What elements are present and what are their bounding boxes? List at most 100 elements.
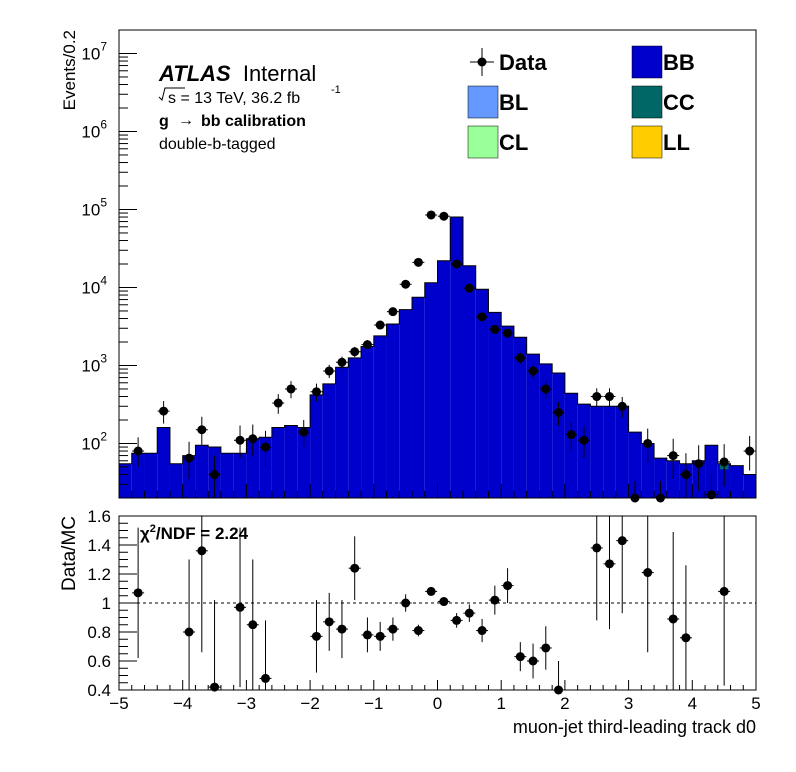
data-point [246,424,259,456]
data-point [641,428,654,464]
x-tick-label: 3 [624,694,633,713]
mc-bb-bar [539,363,553,498]
data-point [323,364,336,379]
mc-bb-bar [513,337,527,498]
data-points [132,210,756,503]
ratio-point [361,617,374,653]
data-point [603,388,616,407]
legend-entry-bb: BB [631,45,695,79]
y-tick-label: 104 [81,273,107,297]
energy-label-group: s = 13 TeV, 36.2 fb -1 [158,84,341,107]
data-point [348,346,361,358]
mc-bb-bar [437,260,451,498]
mc-bb-bar [666,460,680,498]
ratio-y-tick-label: 0.8 [87,623,111,642]
ratio-point [437,597,450,607]
data-point [692,445,705,491]
data-point [527,364,540,379]
data-point [157,401,170,424]
ratio-point [718,516,731,686]
mc-bb-bar [501,326,514,498]
ratio-point [399,594,412,612]
x-axis-ticks-top-panel [118,484,757,498]
ratio-point [208,600,221,692]
mc-bb-bar [641,443,655,498]
mc-bb-bar [195,445,209,498]
data-point [463,283,476,293]
data-point [705,472,718,500]
data-point [679,453,692,498]
ratio-point [132,527,145,659]
data-point [297,420,310,448]
legend-label: CL [499,130,528,155]
ratio-point [527,643,540,679]
ratio-point [183,559,196,690]
mc-bb-bar [310,394,323,498]
data-point [399,279,412,289]
legend-label: CC [663,90,695,115]
chi2-symbol: χ [140,524,150,543]
data-point [501,328,514,338]
ratio-point [679,565,692,690]
mc-bb-bar [705,445,718,498]
mc-outline [119,216,756,476]
mc-bb-bar [603,406,616,498]
atlas-label-group: ATLAS Internal [158,61,316,86]
data-point [284,381,297,399]
calibration-label: bb calibration [201,113,306,130]
data-point [208,455,221,498]
mc-bb-bar [450,217,463,499]
ratio-point [386,617,399,641]
legend-entry-cc: CC [631,85,695,119]
ratio-point [514,642,527,672]
lumi-exponent: -1 [331,84,341,96]
mc-bb-bar [169,463,183,498]
mc-bb-bar [373,335,387,498]
mc-bb-bar [386,324,400,498]
data-point [565,421,578,452]
y-axis-ticks: 102 103 104 105 106 107 [81,29,137,499]
mc-bb-bar [131,453,145,498]
y-axis-label: Events/0.2 [60,30,79,110]
x-tick-label: −5 [109,694,128,713]
data-point [361,340,374,350]
legend-label: BL [499,90,528,115]
mc-bb-stack [119,217,756,499]
data-point [259,430,272,467]
mc-bb-bar [335,367,349,498]
ratio-point [667,531,680,690]
ratio-point [195,516,208,653]
ratio-point [488,585,501,615]
mc-bb-bar [233,453,247,498]
ratio-y-tick-label: 1.4 [87,536,111,555]
ratio-point [463,604,476,622]
ratio-point [323,592,336,651]
chi2-exponent: 2 [150,523,156,535]
mc-bb-bar [628,432,642,498]
ratio-point [259,620,272,690]
ratio-point [425,586,438,596]
arrow-icon: → [178,112,194,129]
mc-bb-bar [271,427,285,498]
ratio-points [132,516,731,695]
data-point [450,259,463,269]
mc-bb-bar [322,383,336,498]
x-tick-label: −3 [237,694,256,713]
ratio-point [335,600,348,659]
legend-entry-bl: BL [467,85,528,119]
chi2-value: /NDF = 2.24 [156,524,249,543]
ratio-point [590,516,603,621]
data-point [539,381,552,399]
mc-bb-bar [144,453,158,498]
ratio-point [476,618,489,643]
ratio-y-axis-ticks: 0.4 0.6 0.8 1 1.2 1.4 1.6 [87,507,137,700]
atlas-label: ATLAS [158,61,231,86]
mc-bb-bar [399,309,413,498]
ratio-panel: 0.4 0.6 0.8 1 1.2 1.4 1.6 −5 −4 −3 −2 −1 0 1 2 3 4 5 Dat… [59,507,761,737]
mc-bb-bar [284,425,298,498]
data-point [590,388,603,407]
tag-label: double-b-tagged [159,136,276,153]
mc-bb-bar [488,312,502,498]
legend-entry-data: Data [470,48,547,76]
